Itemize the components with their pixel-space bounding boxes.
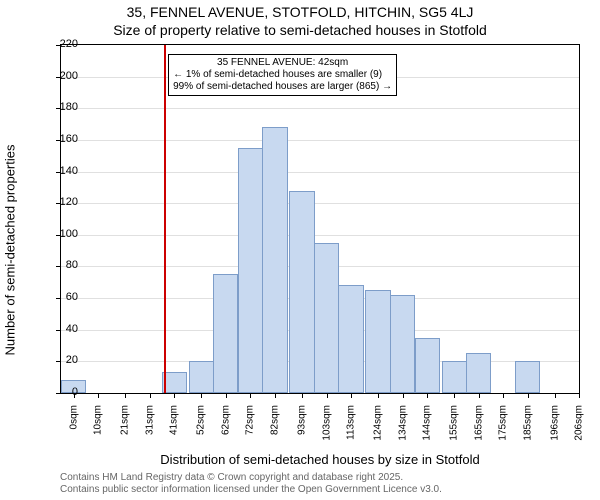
chart-title-line2: Size of property relative to semi-detach… — [0, 22, 600, 38]
x-tick-label: 175sqm — [498, 405, 509, 441]
y-tick-label: 200 — [42, 70, 78, 82]
histogram-bar — [213, 274, 238, 393]
gridline-h — [61, 140, 579, 141]
x-tick-mark — [201, 393, 202, 398]
x-tick-mark — [226, 393, 227, 398]
x-tick-mark — [327, 393, 328, 398]
histogram-bar — [289, 191, 314, 393]
gridline-h — [61, 108, 579, 109]
x-tick-mark — [174, 393, 175, 398]
y-tick-label: 160 — [42, 133, 78, 145]
histogram-bar — [262, 127, 287, 393]
histogram-bar — [365, 290, 390, 393]
gridline-h — [61, 203, 579, 204]
x-tick-label: 196sqm — [549, 405, 560, 441]
y-tick-label: 220 — [42, 38, 78, 50]
chart-title-line1: 35, FENNEL AVENUE, STOTFOLD, HITCHIN, SG… — [0, 4, 600, 20]
histogram-bar — [390, 295, 415, 393]
x-tick-mark — [351, 393, 352, 398]
x-axis-label: Distribution of semi-detached houses by … — [60, 452, 580, 467]
x-tick-label: 155sqm — [449, 405, 460, 441]
x-tick-mark — [250, 393, 251, 398]
y-axis-label: Number of semi-detached properties — [3, 145, 18, 356]
x-tick-mark — [503, 393, 504, 398]
annotation-line2: ← 1% of semi-detached houses are smaller… — [173, 69, 392, 81]
x-tick-label: 165sqm — [473, 405, 484, 441]
y-tick-label: 100 — [42, 228, 78, 240]
reference-line — [164, 45, 166, 393]
x-tick-mark — [528, 393, 529, 398]
x-tick-mark — [302, 393, 303, 398]
x-tick-mark — [555, 393, 556, 398]
histogram-bar — [466, 353, 491, 393]
x-tick-mark — [479, 393, 480, 398]
y-tick-label: 180 — [42, 101, 78, 113]
x-tick-label: 62sqm — [220, 405, 231, 435]
x-tick-label: 31sqm — [144, 405, 155, 435]
y-tick-label: 0 — [42, 386, 78, 398]
y-tick-label: 140 — [42, 165, 78, 177]
histogram-bar — [314, 243, 339, 393]
x-tick-label: 21sqm — [120, 405, 131, 435]
y-tick-label: 40 — [42, 323, 78, 335]
x-tick-label: 124sqm — [373, 405, 384, 441]
x-tick-label: 206sqm — [574, 405, 585, 441]
x-tick-label: 93sqm — [296, 405, 307, 435]
histogram-bar — [515, 361, 540, 393]
x-tick-mark — [427, 393, 428, 398]
chart-plot-area: 0sqm10sqm21sqm31sqm41sqm52sqm62sqm72sqm8… — [60, 44, 580, 394]
x-tick-mark — [98, 393, 99, 398]
gridline-h — [61, 172, 579, 173]
x-tick-label: 72sqm — [245, 405, 256, 435]
annotation-line3: 99% of semi-detached houses are larger (… — [173, 81, 392, 93]
x-tick-label: 134sqm — [397, 405, 408, 441]
gridline-h — [61, 235, 579, 236]
x-tick-mark — [150, 393, 151, 398]
x-tick-label: 103sqm — [321, 405, 332, 441]
x-tick-mark — [403, 393, 404, 398]
histogram-bar — [238, 148, 263, 393]
y-tick-label: 20 — [42, 354, 78, 366]
histogram-bar — [338, 285, 363, 393]
x-tick-mark — [454, 393, 455, 398]
annotation-box: 35 FENNEL AVENUE: 42sqm← 1% of semi-deta… — [168, 54, 397, 96]
x-tick-label: 41sqm — [169, 405, 180, 435]
copyright-line2: Contains public sector information licen… — [60, 484, 442, 495]
x-tick-mark — [125, 393, 126, 398]
y-tick-label: 120 — [42, 196, 78, 208]
x-tick-label: 185sqm — [522, 405, 533, 441]
annotation-line1: 35 FENNEL AVENUE: 42sqm — [173, 57, 392, 69]
x-tick-label: 10sqm — [93, 405, 104, 435]
x-tick-label: 82sqm — [269, 405, 280, 435]
copyright-line1: Contains HM Land Registry data © Crown c… — [60, 472, 403, 483]
histogram-bar — [415, 338, 440, 393]
x-tick-label: 144sqm — [422, 405, 433, 441]
x-tick-mark — [378, 393, 379, 398]
y-tick-label: 60 — [42, 291, 78, 303]
x-tick-label: 52sqm — [196, 405, 207, 435]
x-tick-mark — [579, 393, 580, 398]
x-tick-mark — [275, 393, 276, 398]
histogram-bar — [442, 361, 467, 393]
x-tick-label: 0sqm — [68, 405, 79, 429]
x-tick-label: 113sqm — [346, 405, 357, 440]
y-tick-label: 80 — [42, 259, 78, 271]
histogram-bar — [189, 361, 214, 393]
